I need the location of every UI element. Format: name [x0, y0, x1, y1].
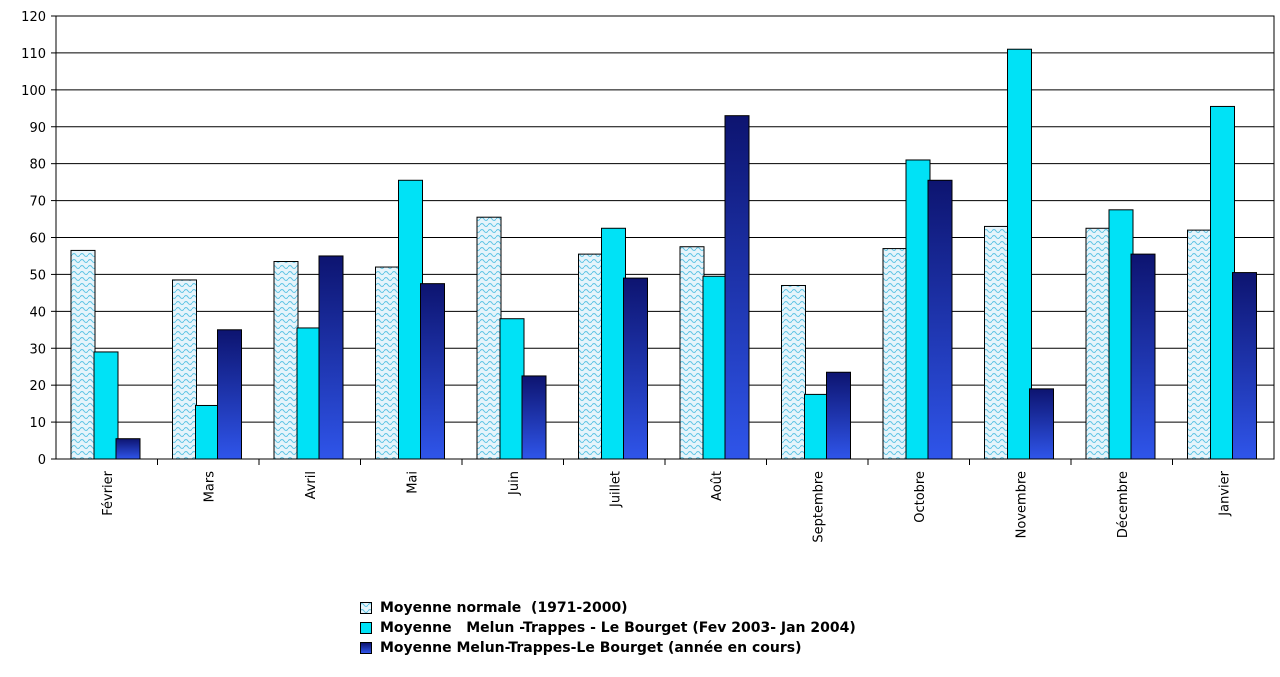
bar-series-2	[905, 159, 931, 460]
legend-label-current: Moyenne Melun-Trappes-Le Bourget (année …	[380, 640, 802, 656]
x-category-label: Novembre	[1014, 471, 1029, 538]
x-axis-category-labels: Février Mars Avril Mai Juin Juillet Août Septem…	[101, 470, 1233, 542]
x-category-label: Mai	[405, 471, 420, 494]
bar-series-3	[927, 179, 953, 460]
bar-series-2	[1108, 209, 1134, 460]
y-tick-label: 90	[29, 121, 46, 136]
legend-item-2003: Moyenne Melun -Trappes - Le Bourget (Fev…	[360, 618, 856, 638]
bar-series-3	[826, 371, 851, 460]
bar-series-2	[499, 318, 525, 460]
bar-series-1	[984, 225, 1009, 460]
bar-series-1	[273, 260, 299, 460]
legend-item-normal: Moyenne normale (1971-2000)	[360, 598, 856, 618]
legend-swatch-normal	[360, 602, 372, 614]
y-tick-label: 40	[29, 305, 46, 320]
bar-series-3	[521, 375, 547, 460]
bar-series-2	[1007, 48, 1032, 460]
bar-series-3	[1232, 272, 1257, 460]
bar-series-1	[1187, 229, 1212, 460]
y-tick-label: 30	[29, 342, 46, 357]
bar-series-2	[398, 179, 423, 460]
bar-series-2	[601, 227, 626, 460]
bars	[70, 48, 1257, 460]
bar-series-3	[1029, 388, 1054, 460]
x-category-label: Juillet	[608, 471, 623, 508]
x-category-label: Décembre	[1116, 471, 1131, 538]
y-tick-label: 50	[29, 268, 46, 283]
bar-series-1	[1085, 227, 1111, 460]
y-tick-label: 120	[21, 10, 46, 25]
bar-series-2	[93, 351, 119, 460]
legend-item-current: Moyenne Melun-Trappes-Le Bourget (année …	[360, 638, 856, 658]
bar-series-3	[217, 329, 242, 460]
x-category-label: Janvier	[1217, 470, 1232, 516]
y-tick-label: 80	[29, 158, 46, 173]
legend-swatch-2003	[360, 622, 372, 634]
x-category-label: Octobre	[913, 471, 928, 523]
x-category-label: Septembre	[811, 471, 826, 543]
y-tick-label: 0	[38, 453, 46, 468]
y-tick-label: 110	[21, 47, 46, 62]
legend: Moyenne normale (1971-2000) Moyenne Melu…	[360, 598, 856, 658]
bar-series-1	[476, 216, 502, 460]
bar-series-2	[195, 404, 220, 460]
x-category-label: Août	[710, 471, 725, 501]
bar-series-1	[375, 266, 400, 460]
legend-label-2003: Moyenne Melun -Trappes - Le Bourget (Fev…	[380, 620, 856, 636]
bar-series-2	[296, 327, 322, 460]
bar-series-2	[804, 393, 829, 460]
bar-series-1	[679, 246, 705, 460]
bar-series-3	[1130, 253, 1156, 460]
y-axis-tick-labels: 0 10 20 30 40 50 60 70 80 90 100 110 120	[21, 10, 46, 468]
bar-series-1	[578, 253, 603, 460]
bar-series-3	[623, 277, 648, 460]
y-tick-label: 20	[29, 379, 46, 394]
bar-series-3	[420, 283, 445, 460]
bar-series-3	[115, 438, 141, 460]
y-tick-label: 60	[29, 232, 46, 247]
legend-label-normal: Moyenne normale (1971-2000)	[380, 600, 628, 616]
bar-series-1	[70, 249, 96, 460]
x-category-label: Mars	[202, 471, 217, 503]
x-category-label: Février	[101, 470, 116, 515]
bar-series-2	[1210, 105, 1235, 460]
bar-chart: 0 10 20 30 40 50 60 70 80 90 100 110 120 Février Mars…	[21, 10, 1275, 543]
bar-series-1	[781, 284, 806, 460]
bar-series-3	[724, 115, 750, 460]
axes	[55, 15, 1275, 465]
legend-swatch-current	[360, 642, 372, 654]
x-category-label: Avril	[304, 471, 319, 499]
bar-series-2	[702, 275, 728, 460]
bar-series-1	[882, 248, 908, 460]
x-category-label: Juin	[507, 471, 522, 496]
y-tick-label: 10	[29, 416, 46, 431]
bar-series-3	[318, 255, 344, 460]
y-tick-label: 70	[29, 195, 46, 210]
y-tick-label: 100	[21, 84, 46, 99]
bar-series-1	[172, 279, 197, 460]
